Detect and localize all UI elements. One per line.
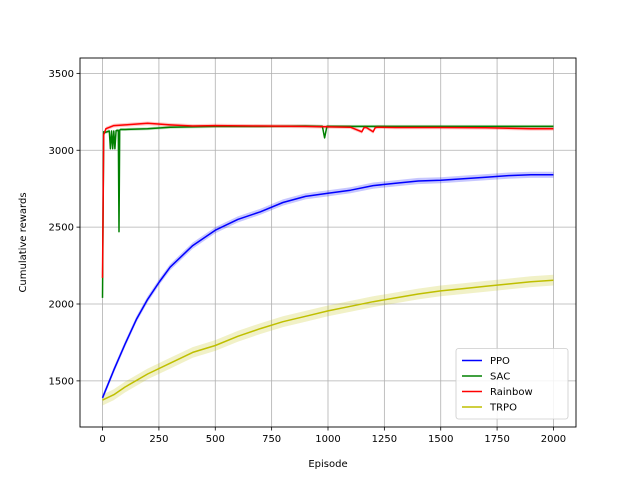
y-tick-label: 1500 [49, 376, 74, 387]
y-tick-label: 3000 [49, 146, 74, 157]
x-tick-label: 1250 [372, 434, 397, 445]
x-tick-label: 750 [262, 434, 281, 445]
rainbow-legend-label: Rainbow [490, 387, 533, 398]
ppo-band [102, 171, 554, 401]
x-tick-label: 1500 [428, 434, 453, 445]
sac-legend-label: SAC [490, 372, 510, 383]
legend: PPO SAC Rainbow TRPO [455, 348, 569, 420]
x-axis-label: Episode [308, 459, 347, 470]
x-tick-label: 250 [149, 434, 168, 445]
x-tick-label: 1000 [315, 434, 340, 445]
y-tick-label: 3500 [49, 69, 74, 80]
x-tick-label: 500 [206, 434, 225, 445]
sac-line [101, 125, 554, 298]
ppo-line [101, 174, 554, 399]
y-tick-label: 2000 [49, 300, 74, 311]
rainbow-line [101, 122, 554, 278]
ppo-legend-label: PPO [490, 356, 510, 367]
trpo-line [102, 279, 554, 401]
series-lines [101, 122, 554, 401]
confidence-bands [102, 121, 554, 406]
trpo-band [102, 274, 554, 406]
legend-box [455, 348, 569, 420]
axis-ticks: 0 250 500 750 1000 1250 1500 1750 2000 1500 2000 25… [49, 69, 567, 445]
x-tick-label: 2000 [541, 434, 566, 445]
y-tick-label: 2500 [49, 223, 74, 234]
x-tick-label: 1750 [484, 434, 509, 445]
y-axis-label: Cumulative rewards [18, 192, 29, 292]
trpo-legend-label: TRPO [489, 403, 517, 414]
x-tick-label: 0 [99, 434, 105, 445]
